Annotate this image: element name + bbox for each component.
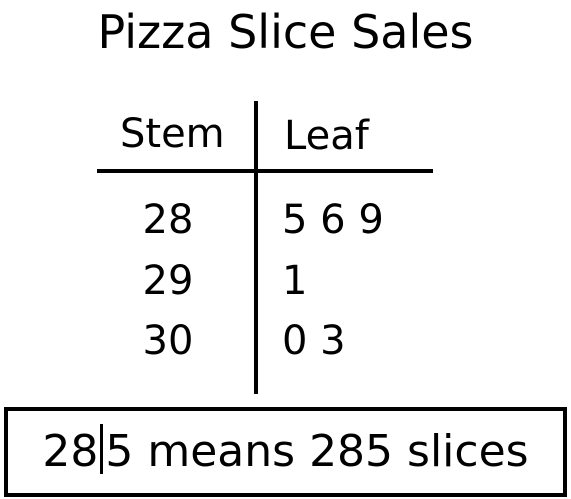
plot-row-1: 28 5 6 9	[0, 195, 571, 245]
header-divider-line	[97, 169, 433, 173]
key-meaning: 5 means 285 slices	[105, 426, 529, 477]
row-3-stem: 30	[142, 318, 194, 364]
chart-title: Pizza Slice Sales	[97, 5, 474, 59]
row-1-leaves: 5 6 9	[282, 197, 384, 243]
key-stem: 28	[42, 426, 99, 477]
plot-row-2: 29 1	[0, 256, 571, 306]
row-2-leaves: 1	[282, 258, 308, 304]
key-legend-box: 28 5 means 285 slices	[4, 407, 567, 497]
stem-column-header: Stem	[120, 111, 225, 157]
row-1-stem: 28	[142, 197, 194, 243]
row-2-stem: 29	[142, 258, 194, 304]
row-3-leaves: 0 3	[282, 318, 346, 364]
key-divider-bar	[100, 424, 104, 474]
plot-row-3: 30 0 3	[0, 316, 571, 366]
leaf-column-header: Leaf	[284, 113, 369, 159]
stem-leaf-divider-line	[254, 101, 258, 394]
